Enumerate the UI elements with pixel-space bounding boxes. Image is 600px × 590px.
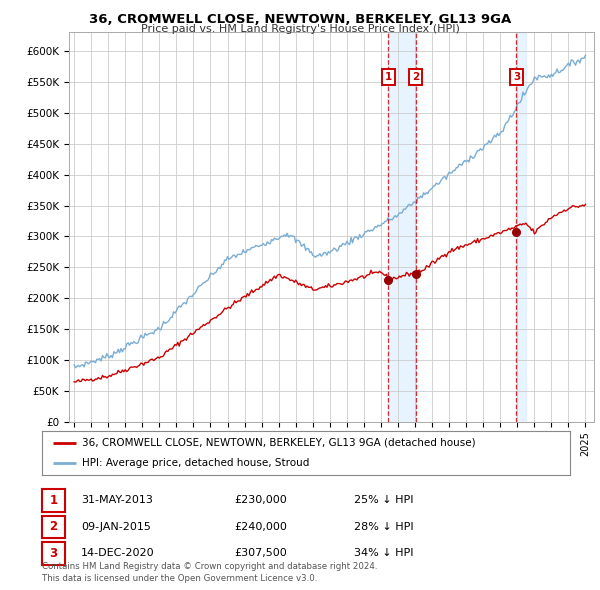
Text: 36, CROMWELL CLOSE, NEWTOWN, BERKELEY, GL13 9GA (detached house): 36, CROMWELL CLOSE, NEWTOWN, BERKELEY, G… xyxy=(82,438,475,448)
Text: This data is licensed under the Open Government Licence v3.0.: This data is licensed under the Open Gov… xyxy=(42,574,317,583)
Text: 3: 3 xyxy=(513,72,520,82)
Text: 34% ↓ HPI: 34% ↓ HPI xyxy=(354,549,413,558)
Text: Price paid vs. HM Land Registry's House Price Index (HPI): Price paid vs. HM Land Registry's House … xyxy=(140,24,460,34)
Text: Contains HM Land Registry data © Crown copyright and database right 2024.: Contains HM Land Registry data © Crown c… xyxy=(42,562,377,571)
Text: £230,000: £230,000 xyxy=(234,496,287,505)
Text: 25% ↓ HPI: 25% ↓ HPI xyxy=(354,496,413,505)
Text: 14-DEC-2020: 14-DEC-2020 xyxy=(81,549,155,558)
Text: £307,500: £307,500 xyxy=(234,549,287,558)
Text: HPI: Average price, detached house, Stroud: HPI: Average price, detached house, Stro… xyxy=(82,458,309,468)
Text: £240,000: £240,000 xyxy=(234,522,287,532)
Bar xyxy=(388,32,416,422)
Text: 3: 3 xyxy=(49,547,58,560)
Text: 28% ↓ HPI: 28% ↓ HPI xyxy=(354,522,413,532)
Text: 31-MAY-2013: 31-MAY-2013 xyxy=(81,496,153,505)
Text: 09-JAN-2015: 09-JAN-2015 xyxy=(81,522,151,532)
Text: 2: 2 xyxy=(412,72,419,82)
Text: 1: 1 xyxy=(385,72,392,82)
Text: 2: 2 xyxy=(49,520,58,533)
Text: 1: 1 xyxy=(49,494,58,507)
Bar xyxy=(517,32,526,422)
Text: 36, CROMWELL CLOSE, NEWTOWN, BERKELEY, GL13 9GA: 36, CROMWELL CLOSE, NEWTOWN, BERKELEY, G… xyxy=(89,13,511,26)
